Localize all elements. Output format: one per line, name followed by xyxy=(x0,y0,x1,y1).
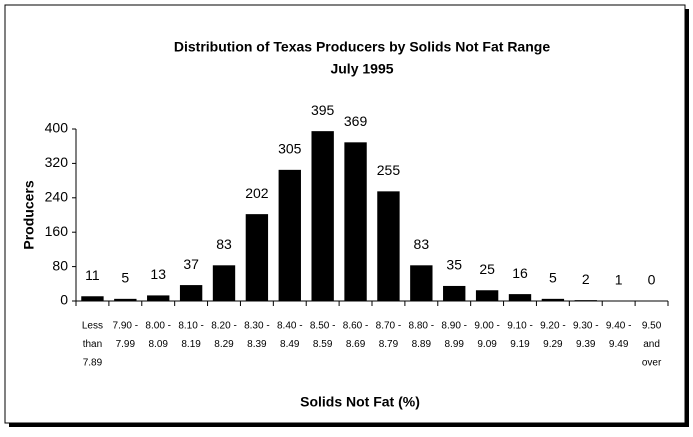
y-axis-title: Producers xyxy=(21,180,37,249)
bar xyxy=(509,294,531,301)
bar xyxy=(344,142,366,301)
x-tick-label: 8.80 - xyxy=(409,321,435,332)
data-label: 5 xyxy=(549,270,557,286)
x-tick-label: 9.40 - xyxy=(606,321,632,332)
x-tick-label: 9.00 - xyxy=(474,321,500,332)
x-tick-label: 9.29 xyxy=(543,339,563,350)
bar xyxy=(246,214,268,301)
data-label: 11 xyxy=(85,267,100,283)
x-tick-label: 8.39 xyxy=(247,339,267,350)
chart-title: Distribution of Texas Producers by Solid… xyxy=(174,39,550,55)
bar xyxy=(213,265,235,301)
x-tick-label: 7.99 xyxy=(116,339,136,350)
data-label: 0 xyxy=(648,272,656,288)
chart-subtitle: July 1995 xyxy=(330,61,393,77)
x-tick-label: 8.00 - xyxy=(145,321,171,332)
x-tick-label: 8.40 - xyxy=(277,321,303,332)
x-tick-label: 9.09 xyxy=(477,339,497,350)
data-label: 1 xyxy=(615,271,623,287)
y-tick-label: 160 xyxy=(45,223,69,239)
x-tick-label: 9.39 xyxy=(576,339,596,350)
bar xyxy=(81,296,103,301)
x-tick-label: than xyxy=(83,339,102,350)
x-tick-label: 9.49 xyxy=(609,339,629,350)
bar xyxy=(147,295,169,301)
x-tick-label: 9.30 - xyxy=(573,321,599,332)
data-label: 369 xyxy=(344,113,368,129)
x-tick-label: 8.90 - xyxy=(441,321,467,332)
data-label: 37 xyxy=(183,256,199,272)
data-label: 5 xyxy=(121,270,129,286)
x-tick-label: 9.20 - xyxy=(540,321,566,332)
data-label: 16 xyxy=(512,265,528,281)
x-tick-label: 9.50 xyxy=(642,321,662,332)
data-label: 395 xyxy=(311,102,335,118)
bar xyxy=(476,290,498,301)
x-tick-label: 8.09 xyxy=(148,339,168,350)
data-label: 305 xyxy=(278,141,302,157)
y-tick-label: 240 xyxy=(45,189,69,205)
y-tick-label: 0 xyxy=(60,292,68,308)
data-label: 255 xyxy=(377,162,401,178)
data-label: 202 xyxy=(245,185,269,201)
data-label: 35 xyxy=(446,257,462,273)
y-tick-label: 80 xyxy=(52,257,68,273)
x-tick-label: Less xyxy=(82,321,103,332)
bar xyxy=(443,286,465,301)
data-label: 83 xyxy=(414,236,430,252)
bar xyxy=(114,299,136,301)
bar xyxy=(575,300,597,301)
bar xyxy=(542,299,564,301)
data-label: 13 xyxy=(150,266,166,282)
x-tick-label: 8.10 - xyxy=(178,321,204,332)
x-tick-label: 8.99 xyxy=(444,339,464,350)
x-tick-label: 8.49 xyxy=(280,339,300,350)
x-tick-label: 8.60 - xyxy=(343,321,369,332)
x-tick-label: 8.20 - xyxy=(211,321,237,332)
y-tick-label: 320 xyxy=(45,154,69,170)
x-tick-label: 9.10 - xyxy=(507,321,533,332)
x-tick-label: 8.59 xyxy=(313,339,333,350)
x-tick-label: 7.90 - xyxy=(113,321,139,332)
x-axis-title: Solids Not Fat (%) xyxy=(300,394,420,410)
x-tick-label: 8.30 - xyxy=(244,321,270,332)
x-tick-label: 7.89 xyxy=(83,358,103,369)
x-tick-label: over xyxy=(642,358,662,369)
x-tick-label: and xyxy=(643,339,660,350)
x-tick-label: 9.19 xyxy=(510,339,530,350)
x-tick-label: 8.29 xyxy=(214,339,234,350)
data-label: 25 xyxy=(479,261,495,277)
bar xyxy=(311,131,333,301)
y-tick-label: 400 xyxy=(45,120,69,136)
x-tick-label: 8.69 xyxy=(346,339,366,350)
x-tick-label: 8.70 - xyxy=(376,321,402,332)
data-label: 2 xyxy=(582,271,590,287)
bar xyxy=(377,191,399,301)
bar xyxy=(279,170,301,301)
data-label: 83 xyxy=(216,236,232,252)
x-tick-label: 8.79 xyxy=(379,339,399,350)
bar xyxy=(410,265,432,301)
bar xyxy=(180,285,202,301)
x-tick-label: 8.19 xyxy=(181,339,201,350)
x-tick-label: 8.89 xyxy=(412,339,432,350)
x-tick-label: 8.50 - xyxy=(310,321,336,332)
